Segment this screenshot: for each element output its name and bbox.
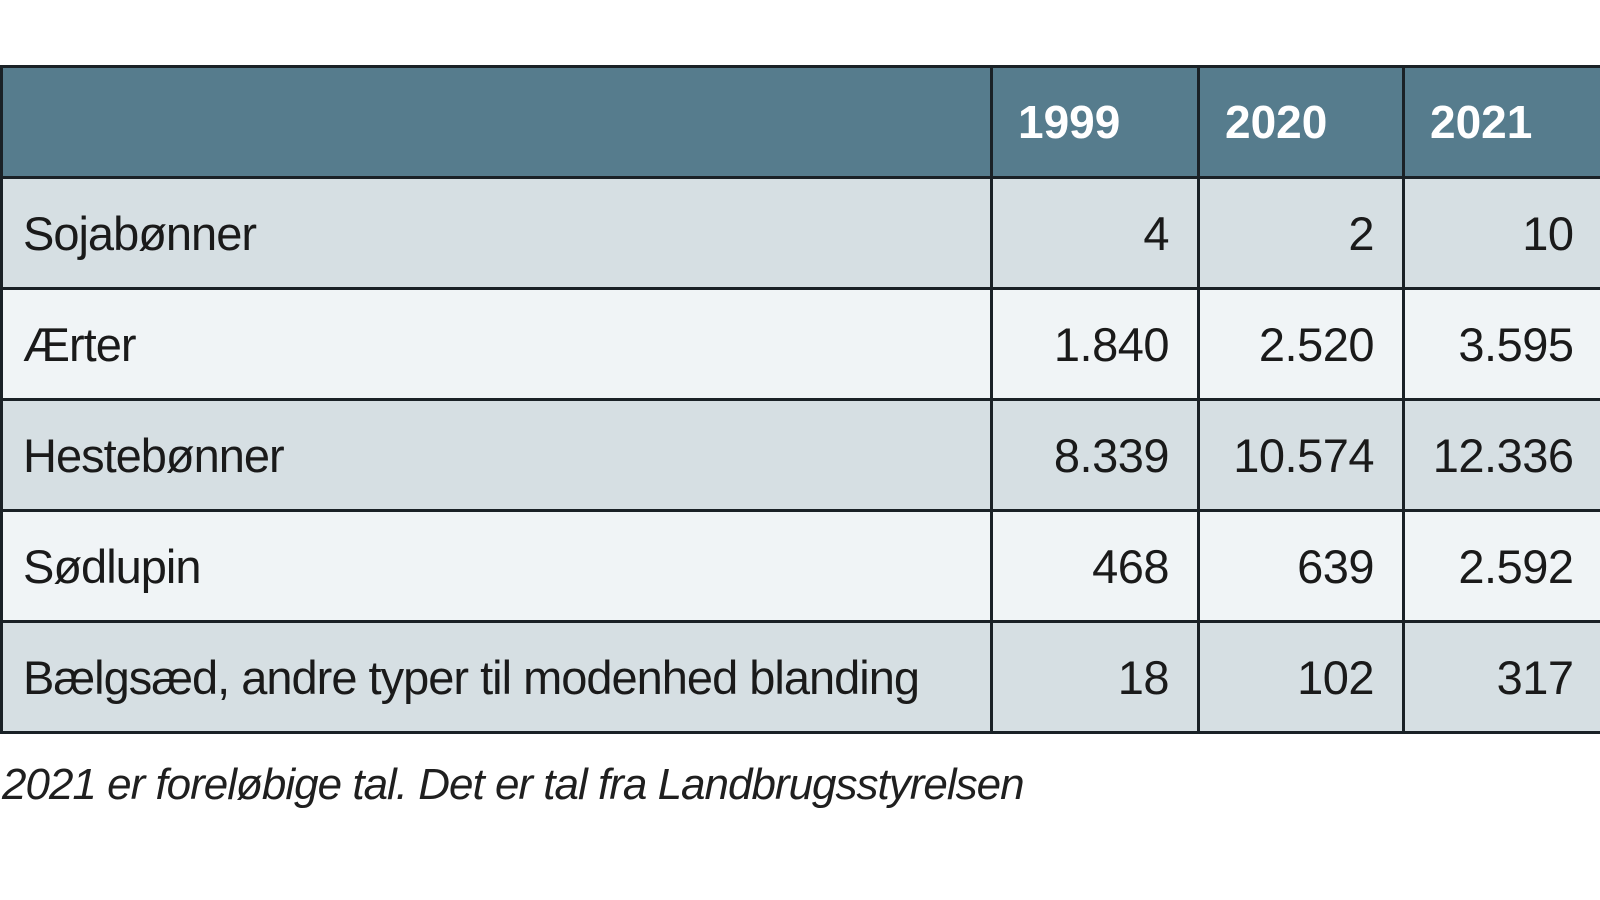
cell-value: 12.336 xyxy=(1402,398,1600,512)
table-row: Sojabønner 4 2 10 xyxy=(0,176,1600,290)
crop-statistics-table-container: 1999 2020 2021 Sojabønner 4 2 10 Ærter 1… xyxy=(0,65,1600,734)
cell-value: 10 xyxy=(1402,176,1600,290)
footnote-text: 2021 er foreløbige tal. Det er tal fra L… xyxy=(2,760,1025,809)
row-label: Hestebønner xyxy=(0,398,993,512)
crop-statistics-table: 1999 2020 2021 Sojabønner 4 2 10 Ærter 1… xyxy=(0,65,1600,734)
cell-value: 4 xyxy=(990,176,1200,290)
cell-value: 2.592 xyxy=(1402,509,1600,623)
header-empty-cell xyxy=(0,65,993,179)
cell-value: 317 xyxy=(1402,620,1600,734)
table-row: Ærter 1.840 2.520 3.595 xyxy=(0,287,1600,401)
row-label: Ærter xyxy=(0,287,993,401)
table-row: Sødlupin 468 639 2.592 xyxy=(0,509,1600,623)
table-header-row: 1999 2020 2021 xyxy=(0,65,1600,179)
cell-value: 8.339 xyxy=(990,398,1200,512)
cell-value: 3.595 xyxy=(1402,287,1600,401)
cell-value: 468 xyxy=(990,509,1200,623)
row-label: Bælgsæd, andre typer til modenhed blandi… xyxy=(0,620,993,734)
header-year-2020: 2020 xyxy=(1197,65,1405,179)
cell-value: 1.840 xyxy=(990,287,1200,401)
table-row: Hestebønner 8.339 10.574 12.336 xyxy=(0,398,1600,512)
cell-value: 2 xyxy=(1197,176,1405,290)
header-year-2021: 2021 xyxy=(1402,65,1600,179)
cell-value: 102 xyxy=(1197,620,1405,734)
cell-value: 10.574 xyxy=(1197,398,1405,512)
header-year-1999: 1999 xyxy=(990,65,1200,179)
cell-value: 18 xyxy=(990,620,1200,734)
cell-value: 2.520 xyxy=(1197,287,1405,401)
table-row: Bælgsæd, andre typer til modenhed blandi… xyxy=(0,620,1600,734)
row-label: Sødlupin xyxy=(0,509,993,623)
cell-value: 639 xyxy=(1197,509,1405,623)
row-label: Sojabønner xyxy=(0,176,993,290)
